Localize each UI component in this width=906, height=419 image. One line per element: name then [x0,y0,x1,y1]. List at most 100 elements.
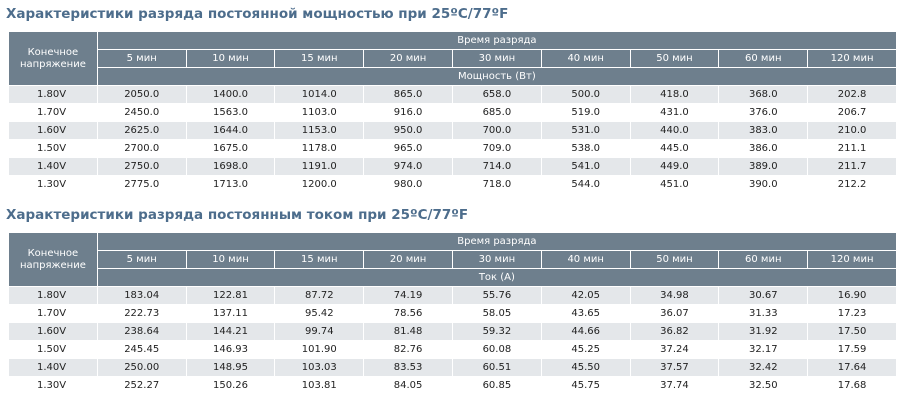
table-cell: 431.0 [629,103,720,122]
table-cell: 82.76 [363,340,453,359]
table-row: 1.40V 2750.0 1698.0 1191.0 974.0 714.0 541.0 44… [8,157,897,176]
table-cell: 376.0 [718,103,809,122]
table-cell: 45.50 [540,358,631,377]
table-cell: 37.57 [629,358,720,377]
header-cell: Мощность (Вт) [96,67,897,86]
table-cell: 17.68 [807,376,897,395]
table-cell: 55.76 [451,286,542,305]
table-cell: 32.17 [718,340,809,359]
table-row: 1.70V 222.73 137.11 95.42 78.56 58.05 43.65 36.… [8,304,897,323]
table-cell: 1.40V [8,157,98,176]
header-cell: 15 мин [274,49,365,68]
header-cell: 120 мин [807,49,897,68]
table-cell: 99.74 [274,322,365,341]
table-cell: 386.0 [718,139,809,158]
table-cell: 95.42 [274,304,365,323]
table-cell: 2450.0 [96,103,187,122]
table-cell: 1.60V [8,322,98,341]
table-cell: 950.0 [363,121,453,140]
table-cell: 916.0 [363,103,453,122]
header-cell: Время разряда [96,232,897,251]
table-cell: 238.64 [96,322,187,341]
table-cell: 103.81 [274,376,365,395]
table-cell: 78.56 [363,304,453,323]
header-cell: 5 мин [96,49,187,68]
table-cell: 685.0 [451,103,542,122]
table-row: 1.60V 238.64 144.21 99.74 81.48 59.32 44.66 36.… [8,322,897,341]
table-cell: 60.85 [451,376,542,395]
table-cell: 445.0 [629,139,720,158]
table-cell: 519.0 [540,103,631,122]
table-cell: 500.0 [540,85,631,104]
table-cell: 34.98 [629,286,720,305]
table-cell: 83.53 [363,358,453,377]
table-row: 1.80V 2050.0 1400.0 1014.0 865.0 658.0 500.0 41… [8,85,897,104]
table-cell: 45.75 [540,376,631,395]
header-cell: 30 мин [451,250,542,269]
table-cell: 17.23 [807,304,897,323]
header-cell: 60 мин [718,49,809,68]
table-cell: 211.7 [807,157,897,176]
table-cell: 1.50V [8,139,98,158]
header-row: Конечное напряжение Время разряда [8,232,897,287]
table-cell: 44.66 [540,322,631,341]
table-cell: 1153.0 [274,121,365,140]
table-cell: 1.80V [8,286,98,305]
table-cell: 42.05 [540,286,631,305]
table-cell: 32.50 [718,376,809,395]
header-row: Ток (A) [9,268,897,287]
table-cell: 81.48 [363,322,453,341]
table-cell: 538.0 [540,139,631,158]
header-cell: 120 мин [807,250,897,269]
table-cell: 531.0 [540,121,631,140]
header-cell: Время разряда [96,31,897,50]
table-cell: 16.90 [807,286,897,305]
table-cell: 60.08 [451,340,542,359]
table-cell: 37.24 [629,340,720,359]
table-cell: 449.0 [629,157,720,176]
table-cell: 32.42 [718,358,809,377]
table-cell: 60.51 [451,358,542,377]
table-cell: 43.65 [540,304,631,323]
header-cell: 40 мин [540,250,631,269]
header-cell: 30 мин [451,49,542,68]
table-cell: 74.19 [363,286,453,305]
table-cell: 1644.0 [185,121,276,140]
page: Характеристики разряда постоянной мощнос… [0,4,906,419]
table-row: 1.70V 2450.0 1563.0 1103.0 916.0 685.0 519.0 43… [8,103,897,122]
table: Конечное напряжение Время разряда 5 мин 10 … [8,232,897,395]
table-title: Характеристики разряда постоянной мощнос… [6,6,509,22]
table-cell: 45.25 [540,340,631,359]
table-row: 1.40V 250.00 148.95 103.03 83.53 60.51 45.50 37… [8,358,897,377]
header-row: 5 мин 10 мин 15 мин 20 мин 30 мин 40 мин 50 ми… [9,250,897,269]
table-cell: 1.30V [8,175,98,194]
table-cell: 1698.0 [185,157,276,176]
header-cell: 40 мин [540,49,631,68]
table-cell: 714.0 [451,157,542,176]
table-cell: 17.64 [807,358,897,377]
table-cell: 87.72 [274,286,365,305]
table-cell: 1.80V [8,85,98,104]
table-cell: 440.0 [629,121,720,140]
header-cell: 5 мин [96,250,187,269]
table-cell: 980.0 [363,175,453,194]
table-cell: 144.21 [185,322,276,341]
header-cell: 20 мин [363,49,453,68]
table-cell: 718.0 [451,175,542,194]
header-cell: Конечное напряжение [8,232,98,287]
table-cell: 37.74 [629,376,720,395]
table-cell: 383.0 [718,121,809,140]
table-row: 1.60V 2625.0 1644.0 1153.0 950.0 700.0 531.0 44… [8,121,897,140]
table-cell: 59.32 [451,322,542,341]
table-cell: 974.0 [363,157,453,176]
table-cell: 658.0 [451,85,542,104]
table-cell: 211.1 [807,139,897,158]
table-cell: 1103.0 [274,103,365,122]
table-cell: 541.0 [540,157,631,176]
table-cell: 544.0 [540,175,631,194]
table-cell: 1178.0 [274,139,365,158]
table-cell: 101.90 [274,340,365,359]
table-cell: 122.81 [185,286,276,305]
header-cell: 10 мин [185,49,276,68]
table-cell: 183.04 [96,286,187,305]
